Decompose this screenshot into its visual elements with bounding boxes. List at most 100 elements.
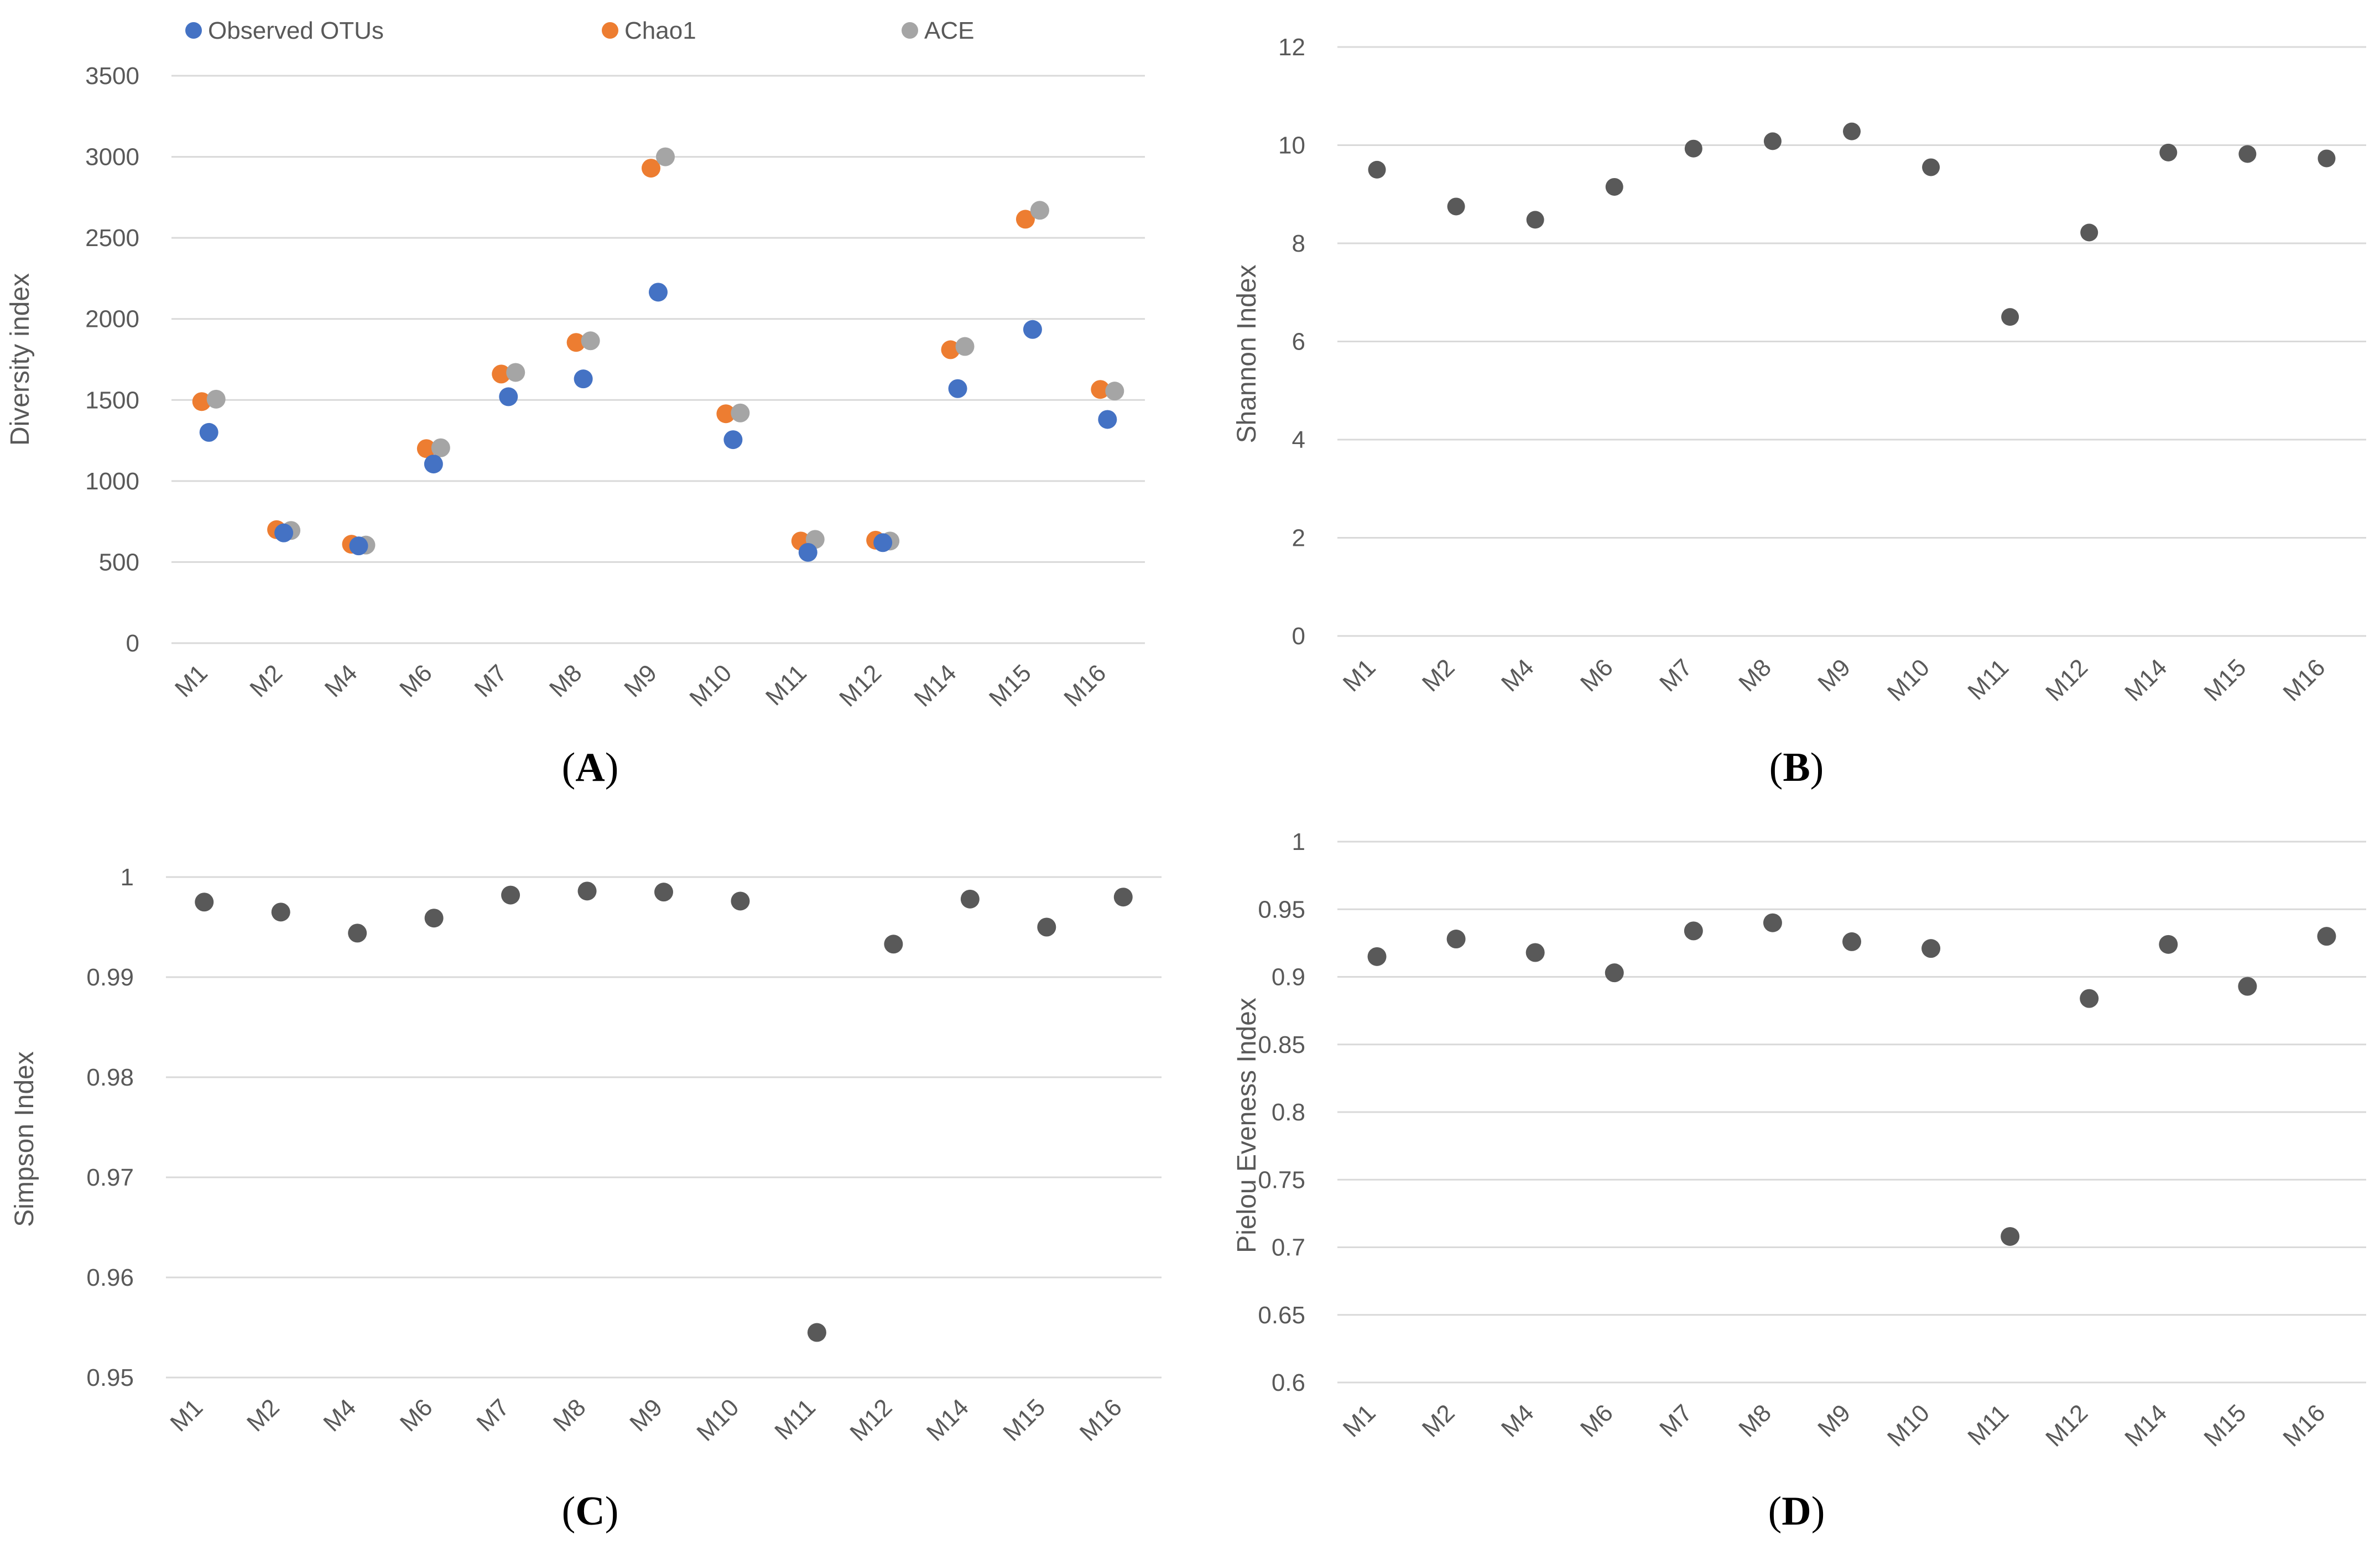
y-axis-title: Simpson Index [10, 1051, 39, 1227]
data-point [2317, 149, 2336, 168]
x-tick-label: M12 [2040, 1399, 2093, 1452]
y-tick-label: 1000 [85, 468, 139, 495]
data-point [2238, 145, 2257, 163]
y-tick-label: 500 [99, 549, 139, 576]
data-point [581, 331, 600, 351]
data-point [723, 430, 743, 450]
y-tick-label: 0.6 [1272, 1369, 1305, 1396]
data-point [1763, 132, 1782, 150]
x-tick-label: M16 [1075, 1394, 1127, 1446]
data-point [731, 891, 750, 911]
x-tick-label: M4 [318, 1394, 361, 1437]
data-point [1037, 917, 1056, 937]
data-point [1447, 197, 1465, 216]
data-point [501, 885, 520, 905]
data-point [195, 893, 214, 912]
legend-marker [902, 22, 918, 39]
x-tick-label: M14 [2119, 1399, 2172, 1452]
data-point [199, 422, 218, 442]
data-point [2159, 143, 2178, 161]
x-tick-label: M7 [471, 1394, 514, 1437]
data-point [424, 909, 444, 928]
data-point [574, 369, 593, 389]
x-tick-label: M6 [394, 659, 438, 702]
legend-marker [185, 22, 202, 39]
data-point [2001, 308, 2019, 326]
y-axis-title: Diversity index [6, 273, 35, 446]
chart-panel-c: 0.95 0.96 0.97 0.98 0.99 1 M1 M2 M4 M6 M7 M8 M9 M10 M1… [10, 864, 1162, 1534]
data-point [798, 542, 817, 562]
data-point [1015, 210, 1035, 229]
x-tick-label: M6 [1575, 654, 1618, 697]
x-tick-label: M6 [1575, 1399, 1618, 1442]
data-point [1526, 211, 1544, 229]
data-point [274, 523, 294, 542]
x-tick-label: M9 [1813, 1399, 1856, 1442]
x-tick-label: M4 [1496, 1399, 1539, 1442]
data-point [2317, 927, 2336, 946]
legend-label: ACE [924, 17, 974, 44]
y-tick-label: 1 [1292, 828, 1305, 855]
panel-label: (D) [1768, 1489, 1825, 1534]
x-tick-label: M10 [1882, 1399, 1935, 1452]
data-point [1684, 139, 1702, 158]
data-point [1446, 930, 1466, 949]
data-point [1091, 380, 1110, 399]
x-tick-label: M8 [544, 659, 587, 702]
data-point [2080, 989, 2099, 1008]
y-tick-label: 0.9 [1272, 964, 1305, 991]
data-point [492, 364, 511, 384]
x-tick-label: M14 [2119, 654, 2172, 706]
y-tick-label: 0.95 [86, 1364, 134, 1391]
data-point [2001, 1227, 2020, 1246]
data-point [349, 536, 368, 556]
data-point [1922, 158, 1940, 176]
data-point [941, 340, 960, 359]
legend-marker [602, 22, 618, 39]
x-tick-label: M16 [1059, 659, 1111, 712]
x-tick-label: M4 [320, 659, 363, 702]
y-tick-label: 4 [1292, 426, 1305, 453]
x-tick-label: M14 [921, 1394, 974, 1446]
y-axis-title: Pielou Eveness Index [1232, 998, 1262, 1253]
legend-label: Chao1 [624, 17, 696, 44]
data-point [1525, 943, 1545, 962]
y-tick-label: 1 [121, 864, 134, 891]
data-point [1023, 320, 1042, 339]
y-axis-title: Shannon Index [1232, 265, 1262, 444]
data-point [649, 283, 668, 302]
panel-label-paren: ( [562, 1489, 576, 1534]
x-tick-label: M12 [834, 659, 887, 712]
data-point [506, 363, 525, 382]
data-point [431, 438, 450, 457]
x-tick-label: M1 [1338, 1399, 1381, 1442]
x-tick-label: M4 [1496, 654, 1539, 697]
data-point [1605, 178, 1623, 196]
y-tick-label: 0.97 [86, 1164, 134, 1191]
x-tick-label: M16 [2278, 1399, 2330, 1452]
y-tick-label: 0.7 [1272, 1234, 1305, 1261]
x-tick-label: M11 [761, 659, 812, 711]
x-tick-label: M10 [1882, 654, 1935, 706]
y-tick-label: 12 [1278, 34, 1305, 61]
legend-label: Observed OTUs [208, 17, 384, 44]
data-point [1105, 382, 1124, 401]
data-point [271, 902, 290, 922]
x-tick-label: M15 [2199, 1399, 2251, 1452]
y-tick-label: 0.75 [1258, 1166, 1305, 1193]
x-tick-label: M9 [619, 659, 662, 702]
data-point [1843, 122, 1861, 140]
x-tick-label: M7 [1654, 1399, 1697, 1442]
x-tick-label: M11 [769, 1394, 821, 1445]
x-tick-label: M15 [984, 659, 1037, 712]
panel-label: (A) [562, 745, 619, 790]
x-tick-label: M7 [1654, 654, 1697, 697]
x-tick-label: M10 [691, 1394, 744, 1446]
y-tick-label: 0.96 [86, 1264, 134, 1291]
data-point [1368, 160, 1386, 179]
y-tick-label: 10 [1278, 132, 1305, 159]
y-tick-label: 1500 [85, 387, 139, 414]
data-point [577, 881, 597, 901]
y-tick-label: 0.8 [1272, 1099, 1305, 1126]
y-tick-label: 6 [1292, 328, 1305, 356]
